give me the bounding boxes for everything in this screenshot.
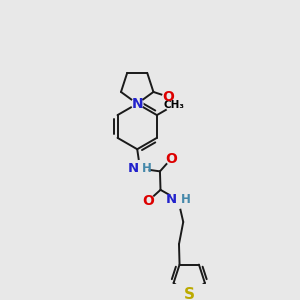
Circle shape bbox=[143, 195, 154, 206]
Text: CH₃: CH₃ bbox=[164, 100, 184, 110]
Text: S: S bbox=[184, 287, 195, 300]
Text: H: H bbox=[181, 193, 191, 206]
Text: N: N bbox=[128, 162, 139, 175]
Circle shape bbox=[184, 289, 195, 300]
Circle shape bbox=[166, 153, 177, 164]
Text: O: O bbox=[142, 194, 154, 208]
Circle shape bbox=[163, 91, 174, 103]
Text: H: H bbox=[142, 162, 152, 175]
Circle shape bbox=[132, 160, 148, 176]
Text: O: O bbox=[165, 152, 177, 166]
Circle shape bbox=[166, 97, 182, 113]
Text: N: N bbox=[166, 193, 177, 206]
Circle shape bbox=[131, 98, 143, 110]
Text: O: O bbox=[162, 90, 174, 104]
Circle shape bbox=[169, 191, 187, 208]
Text: N: N bbox=[131, 97, 143, 111]
